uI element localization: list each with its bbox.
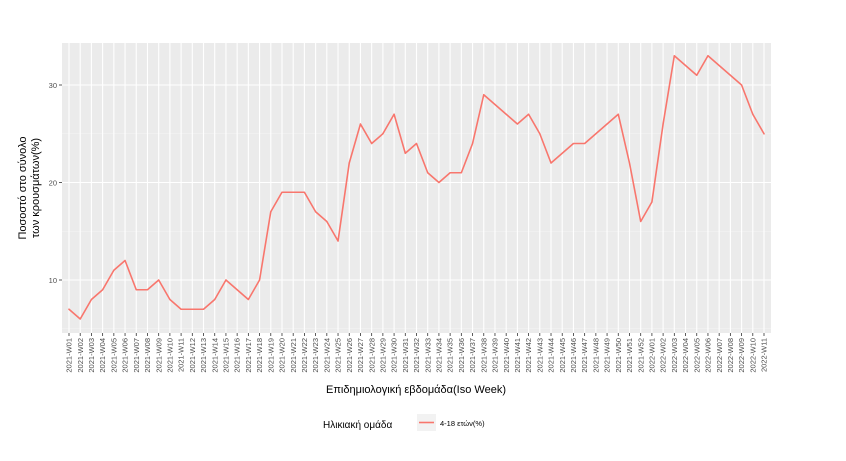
x-tick-label: 2021-W44 [547,338,556,373]
x-tick-label: 2021-W17 [244,338,253,373]
x-tick-label: 2021-W11 [177,338,186,372]
x-tick-label: 2021-W05 [109,338,118,373]
x-tick-label: 2021-W51 [625,338,634,373]
x-tick-label: 2021-W16 [233,338,242,373]
x-tick-label: 2021-W46 [569,338,578,373]
x-tick-label: 2021-W22 [300,338,309,373]
x-tick-label: 2021-W13 [199,338,208,373]
x-tick-label: 2021-W50 [614,338,623,373]
x-tick-label: 2021-W06 [121,338,130,373]
x-tick-label: 2021-W38 [479,338,488,373]
x-axis-title: Επιδημιολογική εβδομάδα(Iso Week) [326,384,506,396]
x-tick-label: 2021-W12 [188,338,197,373]
x-tick-label: 2022-W05 [692,338,701,373]
y-tick-label: 10 [49,276,57,285]
x-tick-label: 2022-W03 [670,338,679,373]
x-tick-label: 2021-W39 [491,338,500,373]
series-line [68,54,765,320]
x-tick-label: 2021-W42 [524,338,533,373]
x-tick-label: 2021-W04 [98,338,107,373]
x-tick-label: 2021-W25 [334,338,343,373]
grid-lines [62,43,771,333]
x-tick-label: 2021-W27 [356,338,365,373]
x-tick-label: 2021-W24 [322,338,331,373]
x-tick-label: 2021-W08 [143,338,152,373]
x-tick-label: 2022-W08 [726,338,735,373]
x-tick-label: 2022-W01 [648,338,657,373]
x-tick-label: 2021-W43 [535,338,544,373]
y-axis-title-line-1: Ποσοστό στο σύνολο [17,136,29,239]
y-tick-label: 20 [49,178,57,187]
x-tick-label: 2021-W29 [378,338,387,373]
y-tick-label: 30 [49,81,57,90]
x-tick-label: 2021-W23 [311,338,320,373]
legend-title: Ηλικιακή ομάδα [323,419,392,431]
x-tick-label: 2022-W04 [681,338,690,373]
x-tick-label: 2021-W31 [401,338,410,373]
x-tick-label: 2022-W02 [659,338,668,373]
x-tick-label: 2021-W01 [65,338,74,373]
x-tick-label: 2021-W40 [502,338,511,373]
y-axis-title-line-2: των κρουσμάτων(%) [30,138,42,238]
series-lines [68,54,765,320]
x-tick-label: 2021-W09 [154,338,163,373]
x-tick-label: 2022-W09 [737,338,746,373]
x-tick-label: 2021-W18 [255,338,264,373]
x-axis-ticks: 2021-W01 2021-W02 2021-W03 2021-W04 2021-W05… [65,333,769,373]
x-tick-label: 2021-W02 [76,338,85,373]
x-tick-label: 2021-W33 [423,338,432,373]
x-tick-label: 2021-W10 [165,338,174,373]
x-tick-label: 2022-W06 [704,338,713,373]
x-tick-label: 2021-W34 [435,338,444,373]
x-tick-label: 2021-W36 [457,338,466,373]
x-tick-label: 2021-W21 [289,338,298,373]
x-tick-label: 2021-W37 [468,338,477,373]
y-axis-ticks: 10 20 30 [49,81,62,285]
x-tick-label: 2021-W07 [132,338,141,373]
x-tick-label: 2021-W49 [603,338,612,373]
legend: Ηλικιακή ομάδα 4-18 ετών(%) [323,414,485,431]
x-tick-label: 2022-W11 [760,338,769,372]
x-tick-label: 2022-W07 [715,338,724,373]
x-tick-label: 2021-W47 [580,338,589,373]
legend-series-label: 4-18 ετών(%) [440,419,485,428]
x-tick-label: 2021-W14 [210,338,219,373]
x-tick-label: 2021-W26 [345,338,354,373]
x-tick-label: 2022-W10 [748,338,757,373]
x-tick-label: 2021-W32 [412,338,421,373]
x-tick-label: 2021-W20 [278,338,287,373]
x-tick-label: 2021-W45 [558,338,567,373]
x-tick-label: 2021-W03 [87,338,96,373]
x-tick-label: 2021-W28 [367,338,376,373]
x-tick-label: 2021-W41 [513,338,522,373]
x-tick-label: 2021-W30 [390,338,399,373]
x-tick-label: 2021-W35 [446,338,455,373]
x-tick-label: 2021-W19 [266,338,275,373]
x-tick-label: 2021-W48 [591,338,600,373]
x-tick-label: 2021-W52 [636,338,645,373]
x-tick-label: 2021-W15 [222,338,231,373]
